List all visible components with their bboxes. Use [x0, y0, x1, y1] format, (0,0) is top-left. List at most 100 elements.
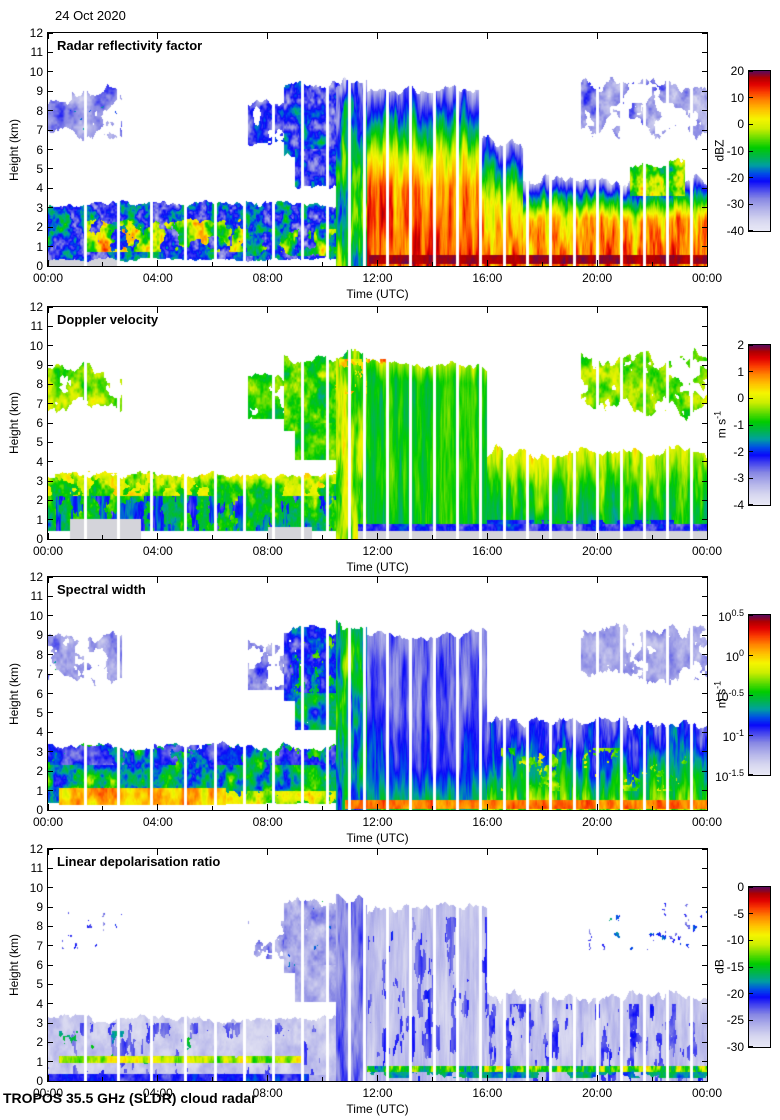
- x-minor-tick: [431, 806, 433, 810]
- colorbar-tick: [749, 886, 753, 888]
- colorbar-panel-1: [748, 70, 771, 232]
- y-tick: [702, 265, 707, 267]
- y-tick: [702, 345, 707, 347]
- colorbar-tick-label: -5: [733, 906, 744, 921]
- x-tick: [486, 1075, 488, 1081]
- y-axis-label: Height (km): [7, 392, 21, 455]
- x-minor-tick: [322, 806, 324, 810]
- x-tick: [486, 849, 488, 855]
- y-tick: [48, 110, 53, 112]
- y-tick: [702, 654, 707, 656]
- x-tick: [157, 307, 159, 313]
- x-tick: [377, 260, 378, 266]
- colorbar-tick: [749, 939, 753, 941]
- y-tick-label: 9: [36, 628, 43, 643]
- y-tick: [702, 731, 707, 733]
- colorbar-tick: [749, 734, 753, 736]
- x-tick: [267, 33, 269, 39]
- y-axis-label: Height (km): [7, 662, 21, 725]
- x-tick: [706, 1075, 708, 1081]
- y-tick-label: 5: [36, 705, 43, 720]
- y-tick: [702, 168, 707, 170]
- y-tick: [48, 887, 53, 889]
- colorbar-tick-label: -25: [726, 1013, 744, 1028]
- colorbar-tick-label: 20: [730, 64, 744, 78]
- y-tick: [702, 403, 707, 405]
- x-tick-label: 20:00: [582, 271, 613, 285]
- x-tick-label: 00:00: [32, 544, 64, 558]
- y-tick: [48, 325, 53, 327]
- x-tick-label: 20:00: [582, 815, 613, 829]
- y-tick: [48, 576, 53, 578]
- x-tick-label: 04:00: [142, 271, 173, 285]
- colorbar-tick-label: -3: [733, 471, 744, 486]
- y-tick-label: 11: [30, 319, 43, 334]
- colorbar-tick: [749, 344, 753, 346]
- colorbar-tick: [749, 229, 753, 231]
- y-tick: [48, 1080, 53, 1082]
- x-tick: [47, 849, 49, 855]
- x-minor-tick: [541, 262, 543, 266]
- x-minor-tick: [102, 806, 104, 810]
- y-tick-label: 3: [36, 200, 43, 215]
- x-tick: [706, 804, 708, 810]
- x-tick: [267, 849, 269, 855]
- x-tick: [377, 577, 378, 583]
- colorbar-tick-label: -10: [726, 933, 744, 948]
- y-tick-label: 4: [36, 996, 43, 1011]
- y-tick: [48, 187, 53, 189]
- x-minor-tick: [431, 262, 433, 266]
- y-tick: [702, 383, 707, 385]
- heatmap-canvas-panel-4: [47, 848, 707, 1081]
- colorbar-tick-label: 100: [725, 648, 744, 664]
- y-tick: [48, 731, 53, 733]
- footer-instrument-label: TROPOS 35.5 GHz (SLDR) cloud radar: [3, 1090, 257, 1106]
- x-tick-label: 12:00: [362, 815, 393, 829]
- y-tick: [702, 90, 707, 92]
- x-tick: [706, 33, 708, 39]
- x-tick: [267, 1075, 269, 1081]
- x-tick-label: 00:00: [32, 271, 64, 285]
- colorbar-tick: [749, 177, 753, 179]
- y-tick: [48, 1003, 53, 1005]
- x-tick: [267, 804, 269, 810]
- y-tick: [48, 499, 53, 501]
- x-minor-tick: [431, 535, 433, 539]
- y-tick: [48, 246, 53, 248]
- y-tick-label: 5: [36, 161, 43, 176]
- y-tick: [48, 595, 53, 597]
- x-minor-tick: [322, 535, 324, 539]
- colorbar-tick: [749, 993, 753, 995]
- x-tick-label: 16:00: [472, 544, 503, 558]
- y-tick-label: 4: [36, 181, 43, 196]
- y-tick: [702, 480, 707, 482]
- colorbar-tick-label: -4: [733, 498, 744, 512]
- colorbar-tick-label: -30: [726, 197, 744, 212]
- colorbar-tick: [749, 424, 753, 426]
- x-tick-label: 04:00: [142, 544, 173, 558]
- x-tick: [157, 260, 159, 266]
- colorbar-tick: [749, 371, 753, 373]
- x-minor-tick: [212, 806, 214, 810]
- y-tick: [702, 983, 707, 985]
- y-tick-label: 8: [36, 103, 43, 118]
- x-tick: [377, 33, 378, 39]
- y-tick: [48, 149, 53, 150]
- y-tick: [702, 422, 707, 424]
- plot-area-panel-4: [46, 847, 708, 1082]
- x-tick-label: 20:00: [582, 1086, 613, 1100]
- y-tick: [48, 751, 53, 753]
- y-tick: [702, 673, 707, 675]
- y-tick-label: 9: [36, 900, 43, 914]
- colorbar-unit-label: m s-1: [712, 680, 729, 709]
- y-tick: [48, 90, 53, 92]
- y-tick: [48, 693, 53, 694]
- plot-area-panel-3: [46, 575, 708, 811]
- x-tick-label: 04:00: [142, 1086, 173, 1100]
- panel-title: Linear depolarisation ratio: [57, 854, 221, 869]
- y-tick: [48, 71, 53, 73]
- y-tick-label: 4: [36, 725, 43, 740]
- x-tick: [267, 307, 269, 313]
- y-tick: [48, 964, 53, 966]
